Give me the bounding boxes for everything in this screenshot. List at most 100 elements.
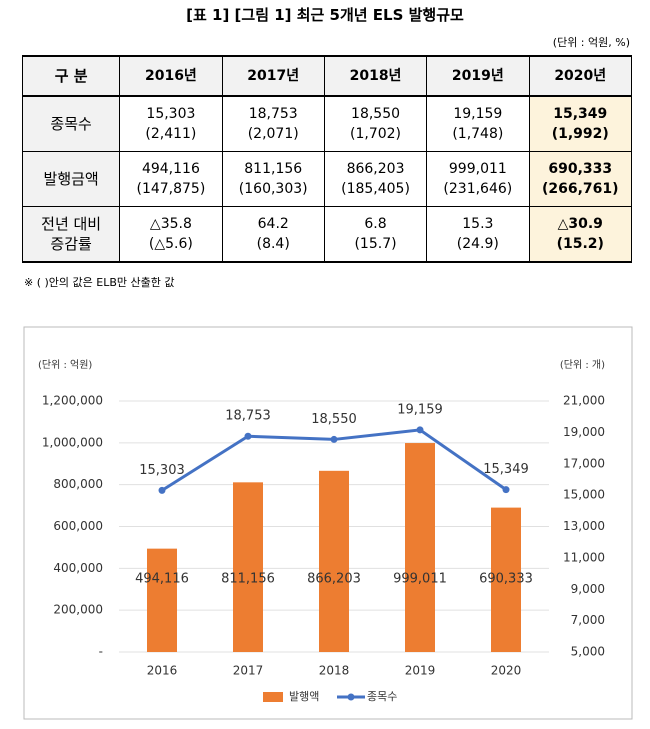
cell: 15,349 (1,992) [528, 95, 632, 152]
cell-line: (△5.6) [148, 236, 193, 252]
cell-line: 64.2 [257, 216, 289, 232]
cell-line: 999,011 [448, 161, 507, 177]
x-tick-label: 2018 [319, 664, 350, 678]
line-point [158, 486, 166, 494]
line-point [502, 486, 510, 494]
line-value-label: 15,303 [139, 463, 185, 478]
line-value-label: 18,550 [311, 412, 357, 427]
cell: 19,159 (1,748) [426, 95, 530, 152]
x-tick-label: 2019 [405, 664, 436, 678]
cell-line: 866,203 [346, 161, 405, 177]
cell-line: (266,761) [541, 181, 619, 197]
line-value-label: 19,159 [397, 402, 443, 417]
cell-line: (15.7) [354, 236, 397, 252]
cell-line: 발행금액 [43, 170, 99, 188]
cell-line: (1,702) [350, 126, 402, 142]
bar [147, 548, 177, 652]
cell: △35.8 (△5.6) [119, 206, 223, 263]
cell: 15,303 (2,411) [119, 95, 223, 152]
y2-tick-label: 7,000 [571, 613, 605, 627]
cell-line: (24.9) [456, 236, 499, 252]
cell: 811,156 (160,303) [221, 151, 325, 207]
y-tick-label: 1,000,000 [42, 435, 103, 449]
note: ※ ( )안의 값은 ELB만 산출한 값 [24, 276, 175, 289]
cell-line: (1,992) [551, 126, 609, 142]
row: 종목수 15,303 (2,411) 18,753 (2,071) 18,550 (1,70… [21, 95, 632, 152]
cell-line: 811,156 [244, 161, 303, 177]
cell: 종목수 [21, 95, 121, 152]
bar [319, 470, 349, 652]
cell-line: (231,646) [443, 181, 513, 197]
bar [491, 507, 521, 652]
bar [233, 482, 263, 652]
cell-line: (1,748) [452, 126, 504, 142]
cell: 6.8 (15.7) [323, 206, 428, 263]
y2-tick-label: 21,000 [563, 394, 605, 408]
table: 구 분 2016년 2017년 2018년 2019년 2020년 종목수 15,303 (2,… [21, 55, 632, 263]
y-tick-label: - [99, 645, 103, 659]
legend-label: 종목수 [367, 690, 397, 703]
cell-line: 18,753 [248, 106, 298, 122]
cell-line: (8.4) [256, 236, 290, 252]
cell-line: (160,303) [238, 181, 308, 197]
chart-frame [23, 326, 633, 720]
cell-line: 15,303 [146, 106, 196, 122]
cell: 999,011 (231,646) [426, 151, 530, 207]
cell-line: (147,875) [136, 181, 206, 197]
line-point [416, 426, 424, 434]
y-axis-label: (단위 : 억원) [38, 358, 92, 371]
line-value-label: 18,753 [225, 409, 271, 424]
y-tick-label: 800,000 [53, 477, 103, 491]
header-cell: 구 분 [21, 55, 121, 97]
bar-value-label: 690,333 [479, 572, 533, 587]
y2-tick-label: 17,000 [563, 456, 605, 470]
cell-line: 19,159 [453, 106, 503, 122]
cell: 18,753 (2,071) [221, 95, 325, 152]
cell-line: 증감률 [50, 235, 92, 253]
header-cell: 2020년 [528, 55, 632, 97]
header-cell: 2016년 [119, 55, 223, 97]
x-tick-label: 2020 [491, 664, 522, 678]
y2-axis-label: (단위 : 개) [560, 358, 605, 371]
unit: (단위 : 억원, %) [552, 36, 630, 49]
bar-value-label: 866,203 [307, 572, 361, 587]
y2-tick-label: 11,000 [563, 550, 605, 564]
cell-line: 6.8 [364, 216, 387, 232]
cell-line: △35.8 [149, 216, 192, 232]
header-cell: 2018년 [323, 55, 428, 97]
bar [405, 443, 435, 652]
row: 발행금액 494,116 (147,875) 811,156 (160,303) 866,… [21, 151, 632, 207]
y-tick-label: 200,000 [53, 603, 103, 617]
header-cell: 2019년 [426, 55, 530, 97]
y-tick-label: 600,000 [53, 519, 103, 533]
x-tick-label: 2016 [147, 664, 178, 678]
y-tick-label: 1,200,000 [42, 394, 103, 408]
cell: 18,550 (1,702) [323, 95, 428, 152]
line-value-label: 15,349 [483, 462, 529, 477]
cell: 발행금액 [21, 151, 121, 207]
legend-label: 발행액 [289, 690, 319, 703]
cell-line: 15.3 [462, 216, 494, 232]
cell-line: (2,071) [247, 126, 299, 142]
cell-line: (15.2) [556, 236, 604, 252]
line-point [244, 432, 252, 440]
header-row: 구 분 2016년 2017년 2018년 2019년 2020년 [21, 55, 632, 97]
cell-line: 494,116 [141, 161, 200, 177]
cell: 866,203 (185,405) [323, 151, 428, 207]
cell: 690,333 (266,761) [528, 151, 632, 207]
cell-line: 690,333 [548, 161, 613, 177]
cell-line: 15,349 [553, 106, 608, 122]
y2-tick-label: 9,000 [571, 582, 605, 596]
line-point [330, 435, 338, 443]
cell-line: 종목수 [50, 115, 92, 133]
cell-line: 전년 대비 [41, 215, 102, 233]
cell: △30.9 (15.2) [528, 206, 632, 263]
bar-value-label: 494,116 [135, 572, 189, 587]
title: [표 1] [그림 1] 최근 5개년 ELS 발행규모 [186, 6, 464, 24]
y2-tick-label: 15,000 [563, 488, 605, 502]
cell-line: △30.9 [557, 216, 603, 232]
